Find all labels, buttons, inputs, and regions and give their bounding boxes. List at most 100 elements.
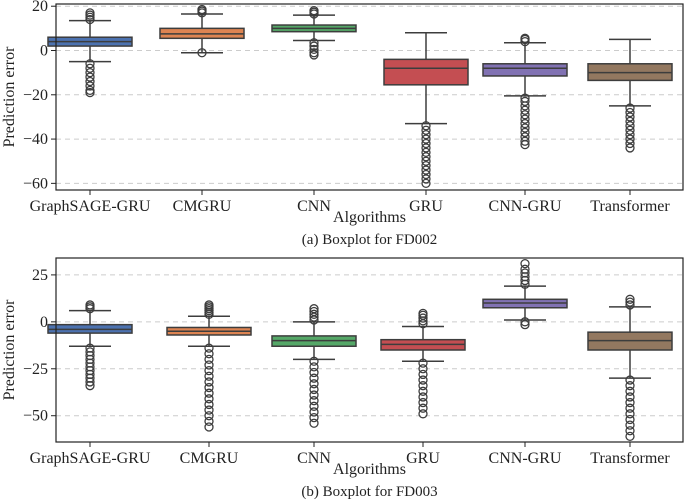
y-tick-label: −50 <box>23 408 48 425</box>
box-transformer <box>587 294 673 442</box>
outlier-point <box>204 360 214 370</box>
outlier-point <box>197 4 207 15</box>
outlier-point <box>520 105 530 115</box>
outlier-point <box>85 72 95 82</box>
outlier-point <box>520 136 530 146</box>
y-tick-label: 25 <box>32 267 48 284</box>
x-tick-label: GraphSAGE-GRU <box>30 450 151 467</box>
outlier-point <box>85 381 95 391</box>
y-tick-label: −60 <box>23 175 48 192</box>
outlier-point <box>309 50 319 60</box>
outlier-point <box>85 63 95 73</box>
outlier-point <box>418 409 428 419</box>
outlier-point <box>520 118 530 129</box>
plot-frame <box>55 3 684 191</box>
outlier-point <box>421 138 431 149</box>
outlier-point <box>204 366 214 376</box>
outlier-point <box>625 397 635 408</box>
box-cnn <box>271 304 357 428</box>
outlier-point <box>418 397 428 408</box>
outlier-point <box>520 320 530 330</box>
panel-caption: (a) Boxplot for FD002 <box>302 232 437 248</box>
x-tick-label: GRU <box>409 198 443 215</box>
outlier-point <box>421 156 431 166</box>
outlier-point <box>421 160 431 171</box>
outlier-point <box>309 367 319 378</box>
box-cmgru <box>159 4 245 58</box>
outlier-point <box>85 81 95 91</box>
outlier-point <box>418 313 428 323</box>
x-tick-label: CNN-GRU <box>489 450 562 467</box>
outlier-point <box>418 369 428 380</box>
x-tick-label: CNN <box>297 198 331 215</box>
box-transformer <box>587 38 673 153</box>
outlier-point <box>309 306 319 317</box>
iqr-box <box>383 58 469 86</box>
box-gru <box>383 32 469 189</box>
panel-fd002: 20 0 −20 −40 −60 GraphSAGE-GRU CMGRU CNN GRU CNN-… <box>1 0 684 248</box>
outlier-point <box>520 33 530 43</box>
outlier-point <box>625 403 635 413</box>
x-tick-label: Transformer <box>590 198 670 215</box>
outlier-point <box>421 165 431 175</box>
panel-caption: (b) Boxplot for FD003 <box>301 484 437 500</box>
outlier-point <box>421 121 431 131</box>
outlier-point <box>204 349 214 359</box>
outlier-point <box>421 125 431 135</box>
panel-fd003: 25 0 −25 −50 GraphSAGE-GRU CMGRU CNN GRU CNN-GRU… <box>1 257 684 500</box>
outlier-point <box>418 381 428 391</box>
outlier-point <box>309 304 319 314</box>
outlier-point <box>520 127 530 138</box>
outlier-point <box>85 87 95 98</box>
outlier-point <box>85 377 95 387</box>
outlier-point <box>625 381 635 391</box>
outlier-point <box>625 103 635 113</box>
outlier-point <box>625 386 635 396</box>
outlier-point <box>421 178 431 189</box>
outlier-point <box>418 392 428 402</box>
plot-frame <box>55 257 684 443</box>
x-tick-label: CMGRU <box>180 450 239 467</box>
outlier-point <box>625 138 635 149</box>
outlier-point <box>309 309 319 319</box>
outlier-point <box>625 125 635 135</box>
outlier-point <box>421 147 431 158</box>
outlier-point <box>204 388 214 398</box>
box-cnn-gru <box>482 33 568 150</box>
outlier-point <box>625 300 635 310</box>
outlier-point <box>204 371 214 381</box>
outlier-point <box>418 375 428 385</box>
outlier-point <box>520 258 530 269</box>
outlier-point <box>204 405 214 415</box>
y-axis-title: Prediction error <box>1 299 18 401</box>
box-graphsage-gru <box>47 300 133 391</box>
outlier-point <box>309 373 319 383</box>
y-tick-label: −40 <box>23 131 48 148</box>
x-axis-title: Algorithms <box>333 209 406 226</box>
x-tick-label: GRU <box>406 450 440 467</box>
outlier-point <box>625 420 635 430</box>
outlier-point <box>309 396 319 406</box>
box-graphsage-gru <box>47 8 133 98</box>
outlier-point <box>625 116 635 127</box>
outlier-point <box>85 8 95 18</box>
outlier-point <box>625 375 635 385</box>
y-axis-title: Prediction error <box>1 46 18 148</box>
outlier-point <box>309 407 319 417</box>
outlier-point <box>85 67 95 78</box>
outlier-point <box>625 392 635 402</box>
outlier-point <box>309 362 319 372</box>
outlier-point <box>204 422 214 432</box>
outlier-point <box>204 399 214 410</box>
outlier-point <box>309 384 319 395</box>
outlier-point <box>520 114 530 124</box>
outlier-point <box>520 264 530 274</box>
outlier-point <box>625 107 635 118</box>
outlier-point <box>625 143 635 153</box>
outlier-point <box>418 308 428 319</box>
outlier-point <box>309 38 319 48</box>
outlier-point <box>204 394 214 404</box>
outlier-point <box>625 112 635 122</box>
x-tick-label: CNN-GRU <box>489 198 562 215</box>
outlier-point <box>204 411 214 421</box>
